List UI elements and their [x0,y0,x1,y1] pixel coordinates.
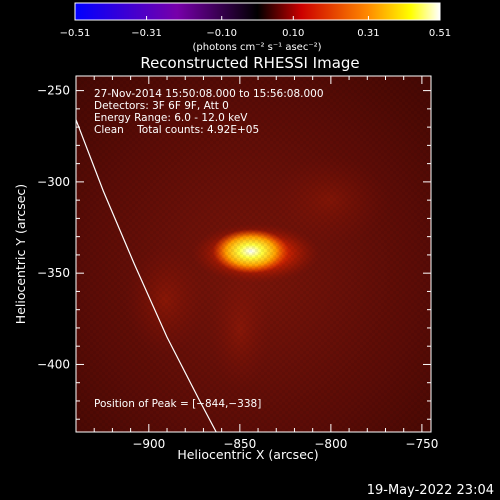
solar-limb-curve [76,119,217,432]
annotation-clean-counts: Clean Total counts: 4.92E+05 [94,124,259,136]
y-tick-label: −400 [37,357,70,371]
y-tick-label: −350 [37,266,70,280]
colorbar-tick-label: 0.10 [282,28,304,39]
colorbar-tick-label: 0.31 [357,28,379,39]
colorbar-tick-label: −0.51 [60,28,91,39]
x-tick-label: −800 [314,437,347,451]
axis-ticks: −900 −850 −800 −750 −250 −300 −350 −400 [37,76,438,451]
chart-title: Reconstructed RHESSI Image [140,54,359,72]
annotation-energy-range: Energy Range: 6.0 - 12.0 keV [94,112,248,124]
y-tick-label: −300 [37,175,70,189]
y-axis-label: Heliocentric Y (arcsec) [13,184,28,324]
y-tick-label: −250 [37,84,70,98]
x-axis-label: Heliocentric X (arcsec) [177,447,318,462]
colorbar [74,2,441,21]
render-timestamp: 19-May-2022 23:04 [367,483,494,498]
heatmap-image [76,76,431,432]
colorbar-ticks: −0.51 −0.31 −0.10 0.10 0.31 0.51 [60,16,451,39]
annotation-detectors: Detectors: 3F 6F 9F, Att 0 [94,100,229,112]
plot-frame [75,75,432,433]
colorbar-tick-label: −0.10 [206,28,237,39]
x-tick-label: −750 [405,437,438,451]
colorbar-tick-label: 0.51 [429,28,451,39]
annotation-time-range: 27-Nov-2014 15:50:08.000 to 15:56:08.000 [94,88,324,100]
x-tick-label: −850 [223,437,256,451]
x-tick-label: −900 [132,437,165,451]
colorbar-units-label: (photons cm⁻² s⁻¹ asec⁻²) [192,42,321,53]
colorbar-tick-label: −0.31 [131,28,162,39]
peak-position-label: Position of Peak = [−844,−338] [94,398,261,410]
